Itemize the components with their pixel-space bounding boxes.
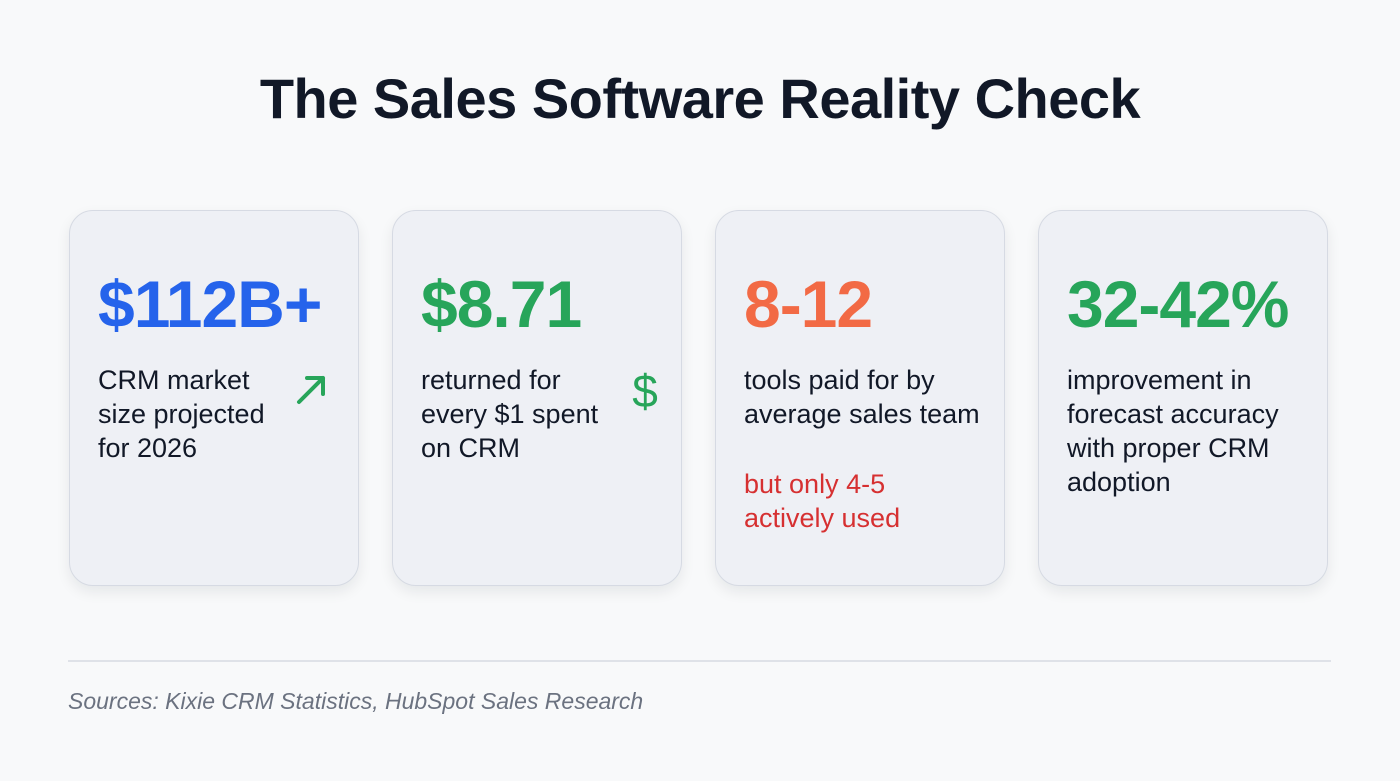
footer-divider: [68, 660, 1331, 662]
stat-card-tools-paid: 8-12 tools paid for by average sales tea…: [715, 210, 1005, 586]
stat-value: $8.71: [421, 267, 582, 341]
stat-card-crm-market: $112B+ CRM market size projected for 202…: [69, 210, 359, 586]
stat-note: but only 4-5 actively used: [744, 469, 901, 533]
page-title: The Sales Software Reality Check: [259, 67, 1141, 130]
stat-description: improvement in forecast accuracy with pr…: [1067, 365, 1279, 497]
stat-value: 32-42%: [1067, 267, 1289, 341]
stat-description: returned for every $1 spent on CRM: [421, 365, 599, 463]
stat-description: CRM market size projected for 2026: [98, 365, 265, 463]
stat-value: 8-12: [744, 267, 873, 341]
trend-up-arrow-icon: [292, 369, 332, 409]
stat-card-crm-roi: $8.71 returned for every $1 spent on CRM…: [392, 210, 682, 586]
stat-description: tools paid for by average sales team: [744, 365, 980, 429]
dollar-icon: $: [632, 365, 658, 417]
sources-text: Sources: Kixie CRM Statistics, HubSpot S…: [68, 688, 644, 714]
stat-value: $112B+: [98, 267, 322, 341]
stat-card-forecast-accuracy: 32-42% improvement in forecast accuracy …: [1038, 210, 1328, 586]
